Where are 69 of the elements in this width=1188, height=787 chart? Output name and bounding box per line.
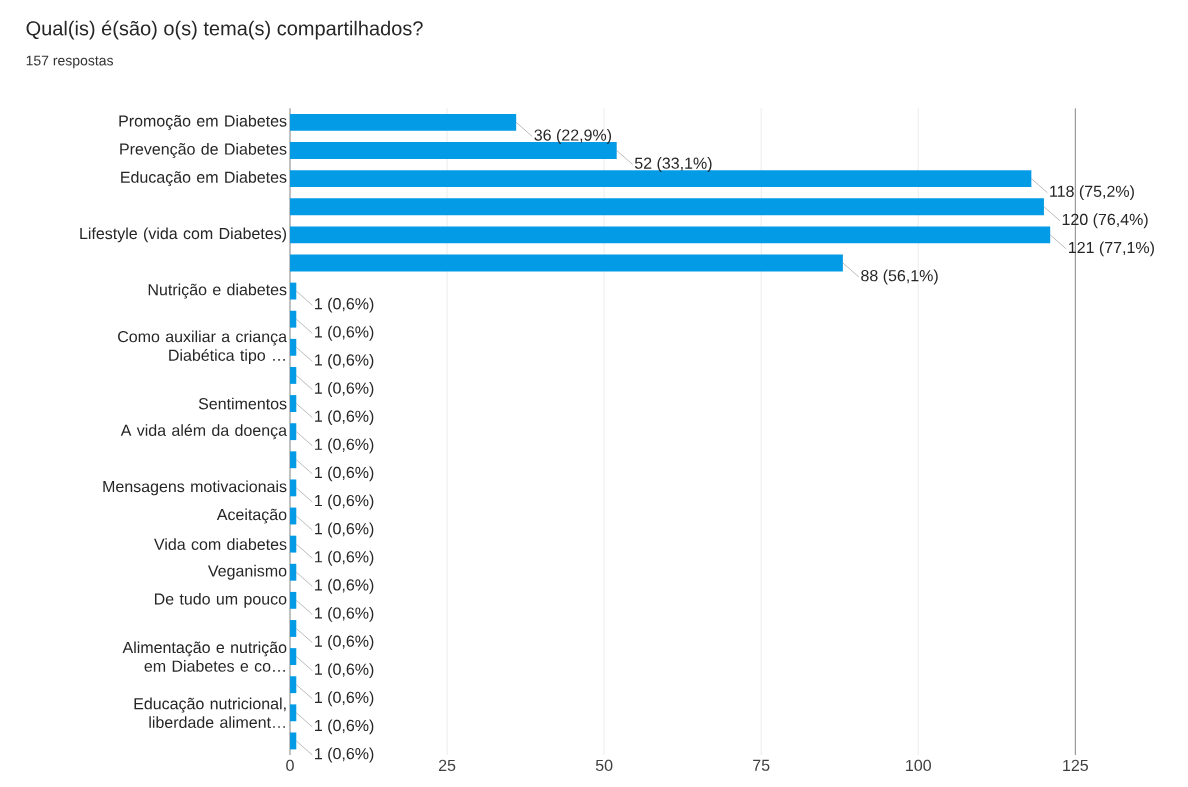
y-tick-label: Lifestyle (vida com Diabetes) (80, 227, 287, 243)
x-tick-label: 0 (286, 759, 294, 772)
x-tick-label: 75 (753, 759, 770, 771)
bar (290, 507, 297, 525)
data-label: 1 (0,6%) (315, 522, 374, 538)
data-label: 1 (0,6%) (315, 438, 374, 454)
bar (290, 198, 1044, 216)
y-tick-label: Como auxiliar a criança Diabética tipo … (118, 330, 288, 365)
bar (290, 732, 297, 750)
y-tick-label: Sentimentos (198, 397, 287, 410)
y-tick-label: Vida com diabetes (154, 538, 287, 550)
bar (290, 366, 297, 384)
bar (290, 479, 297, 497)
data-label: 1 (0,6%) (315, 719, 374, 735)
text: 157 respostas (26, 55, 114, 69)
bar (290, 591, 297, 609)
data-label: 1 (0,6%) (315, 466, 374, 482)
data-label: 120 (76,4%) (1062, 213, 1148, 229)
bar (290, 395, 297, 412)
data-label: 1 (0,6%) (315, 578, 374, 594)
bar (290, 451, 297, 469)
y-tick-label: Promoção em Diabetes (119, 114, 287, 130)
data-label: 1 (0,6%) (315, 353, 374, 369)
bar (290, 620, 297, 637)
bar (290, 254, 843, 272)
x-tick-label: 125 (1063, 759, 1088, 772)
x-tick-label: 100 (906, 759, 931, 772)
y-tick-label: Prevenção de Diabetes (120, 143, 287, 158)
data-label: 1 (0,6%) (315, 550, 374, 566)
data-label: 1 (0,6%) (315, 635, 374, 650)
bar (290, 423, 297, 441)
bar (290, 282, 297, 300)
data-label: 118 (75,2%) (1050, 185, 1134, 201)
y-tick-label: Nutrição e diabetes (148, 283, 287, 299)
bar (290, 676, 297, 694)
x-tick-label: 25 (438, 759, 456, 772)
bar (290, 142, 617, 159)
bar (290, 226, 1051, 244)
bar (290, 535, 297, 553)
y-tick-label: Educação em Diabetes (121, 171, 287, 187)
bar (290, 563, 297, 581)
y-tick-label: De tudo um pouco (154, 592, 287, 608)
data-label: 52 (33,1%) (634, 157, 712, 172)
chart-title: Qual(is) é(são) o(s) tema(s) compartilhados? (26, 20, 423, 40)
bar (290, 170, 1032, 188)
data-label: 1 (0,6%) (315, 494, 374, 510)
bar (290, 648, 297, 666)
y-tick-label: Mensagens motivacionais (103, 480, 287, 496)
data-label: 88 (56,1%) (861, 269, 938, 285)
bar (290, 113, 517, 131)
x-tick-label: 50 (595, 759, 613, 772)
y-tick-label: A vida além da doença (120, 424, 288, 440)
y-tick-label: Veganismo (207, 564, 287, 580)
data-label: 1 (0,6%) (315, 606, 374, 622)
bar (290, 338, 297, 356)
data-label: 121 (77,1%) (1069, 241, 1154, 257)
bar (290, 310, 297, 328)
y-tick-label: Aceitação (216, 508, 287, 524)
data-label: 36 (22,9%) (534, 129, 612, 144)
bar (290, 704, 297, 722)
data-label: 1 (0,6%) (315, 691, 374, 707)
data-label: 1 (0,6%) (315, 325, 374, 341)
data-label: 1 (0,6%) (315, 410, 374, 426)
data-label: 1 (0,6%) (315, 382, 374, 397)
y-tick-label: Educação nutricional, liberdade aliment… (134, 697, 286, 729)
data-label: 1 (0,6%) (315, 747, 374, 763)
data-label: 1 (0,6%) (315, 297, 374, 313)
y-tick-label: Alimentação e nutrição em Diabetes e co… (122, 641, 287, 672)
data-label: 1 (0,6%) (315, 663, 374, 679)
